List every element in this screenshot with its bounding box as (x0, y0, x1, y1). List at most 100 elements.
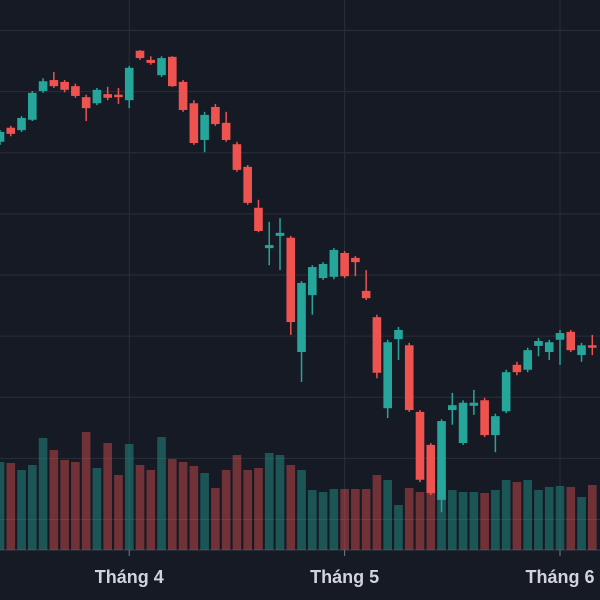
candle-body (404, 345, 414, 411)
candles (0, 50, 597, 513)
volume-bar (264, 453, 274, 550)
volume-bar (92, 468, 102, 550)
volume-bar (383, 480, 392, 550)
candle-body (437, 421, 446, 500)
volume-bar (275, 455, 285, 550)
volume-bar (523, 480, 532, 550)
volume-bar (426, 487, 436, 550)
volume-bar (297, 470, 306, 550)
volume-bar (577, 497, 586, 550)
candle-body (372, 317, 382, 373)
volume-bar (372, 475, 382, 550)
candle-body (318, 264, 328, 279)
candle-body (351, 257, 360, 263)
candle-body (329, 249, 339, 277)
candle-body (168, 56, 177, 87)
volume-bar (189, 466, 199, 550)
candle-body (81, 97, 91, 109)
candle-body (60, 81, 69, 90)
candle-body (92, 89, 102, 104)
candle-body (383, 342, 392, 409)
volume-bar (135, 465, 145, 550)
volume-bar (81, 432, 91, 550)
volume-bar (544, 487, 554, 550)
volume-bar (415, 492, 425, 550)
candle-body (415, 411, 425, 480)
volume-bar (17, 470, 26, 550)
candle-body (588, 345, 597, 348)
candle-body (71, 86, 80, 96)
volume-bar (555, 486, 565, 550)
volume-bar (588, 485, 597, 550)
volume-bar (221, 470, 231, 550)
volume-bar (243, 470, 252, 550)
candle-body (200, 114, 209, 140)
candle-body (480, 400, 489, 436)
volume-bar (329, 489, 339, 550)
candle-body (6, 127, 16, 134)
candle-body (232, 144, 242, 170)
candle-body (103, 94, 112, 98)
candle-body (340, 253, 349, 277)
candle-body (577, 345, 586, 356)
volume-bar (394, 505, 403, 550)
candle-body (297, 282, 306, 352)
x-tick-label: Tháng 4 (95, 567, 164, 587)
volume-bar (60, 460, 69, 550)
volume-bar (0, 462, 5, 550)
volume-bar (448, 490, 457, 550)
candle-body (555, 333, 565, 340)
candle-body (275, 232, 285, 236)
volume-bar (103, 443, 112, 550)
volume-bars (0, 432, 597, 550)
volume-bar (501, 480, 511, 550)
volume-bar (512, 482, 522, 550)
volume-bar (168, 459, 177, 550)
volume-bar (232, 455, 242, 550)
candle-body (361, 290, 371, 299)
volume-bar (211, 488, 220, 550)
volume-bar (157, 437, 166, 550)
volume-bar (566, 487, 576, 550)
candle-body (426, 444, 436, 494)
candle-body (523, 350, 532, 370)
candle-body (135, 50, 145, 59)
candle-body (448, 405, 457, 411)
candle-body (243, 166, 252, 203)
candle-body (394, 330, 403, 340)
volume-bar (286, 465, 296, 550)
candle-body (254, 207, 263, 231)
volume-bar (404, 488, 414, 550)
volume-bar (71, 462, 80, 550)
volume-bar (351, 489, 360, 550)
candle-body (491, 416, 500, 436)
candle-body (501, 372, 511, 412)
candle-body (534, 341, 543, 346)
candle-body (544, 342, 554, 352)
candle-body (211, 106, 220, 125)
candle-body (114, 94, 123, 98)
candle-body (28, 92, 37, 120)
candle-body (308, 267, 317, 296)
x-tick-label: Tháng 6 (525, 567, 594, 587)
candle-body (264, 245, 274, 249)
volume-bar (6, 463, 16, 550)
volume-bar (254, 468, 263, 550)
candle-body (49, 80, 59, 87)
volume-bar (146, 470, 156, 550)
volume-bar (124, 444, 134, 550)
candle-body (286, 237, 296, 323)
volume-bar (491, 490, 500, 550)
volume-bar (469, 492, 479, 550)
candle-body (566, 331, 576, 351)
candle-body (157, 58, 166, 76)
volume-bar (480, 493, 489, 550)
candle-body (124, 67, 134, 101)
volume-bar (361, 489, 371, 550)
volume-bar (458, 492, 468, 550)
volume-bar (318, 492, 328, 550)
volume-bar (114, 475, 123, 550)
candle-body (17, 117, 26, 131)
